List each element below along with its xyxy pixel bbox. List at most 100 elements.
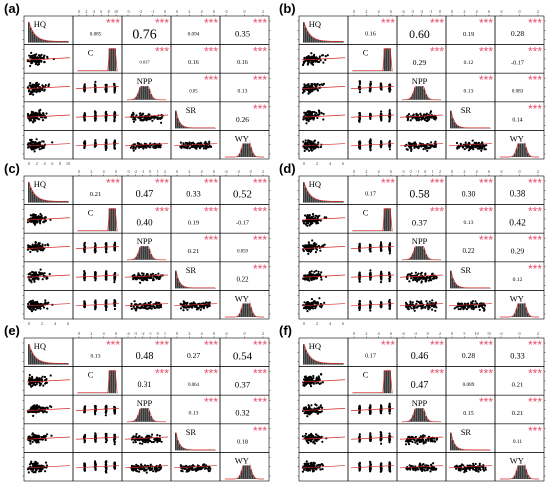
significance-stars: ***: [479, 233, 493, 247]
top-tick-label: 1: [157, 169, 159, 174]
scatter-point: [153, 306, 156, 309]
scatter-point: [189, 305, 192, 308]
scatter-point: [37, 145, 41, 148]
histogram-bar: [421, 82, 424, 100]
scatter-point: [314, 60, 317, 63]
scatter-point: [83, 146, 86, 149]
scatter-point: [26, 143, 29, 146]
scatter-point: [426, 149, 429, 152]
scatter-point: [31, 113, 34, 116]
histogram-bar: [139, 87, 141, 100]
scatter-point: [186, 142, 189, 145]
cell-C-SR: 0.064***: [170, 366, 221, 396]
cell-WY-C: [347, 290, 398, 320]
scatter-point: [471, 139, 474, 142]
top-tick-label: 4: [476, 169, 478, 174]
cell-C-NPP: 0.037***: [121, 44, 172, 74]
histogram-bar: [312, 37, 314, 43]
scatter-point: [318, 297, 321, 300]
fit-line: [301, 86, 346, 89]
scatter-point: [31, 410, 34, 413]
scatter-point: [411, 117, 414, 120]
scatter-point: [208, 304, 211, 307]
scatter-point: [146, 279, 149, 282]
top-tick-label: 0: [78, 9, 80, 14]
scatter-point: [139, 281, 142, 284]
significance-stars: ***: [155, 16, 169, 30]
scatter-point: [322, 118, 325, 121]
significance-stars: ***: [253, 45, 267, 59]
significance-stars: ***: [155, 338, 169, 352]
cell-HQ-NPP: 0.48***: [121, 337, 172, 367]
scatter-point: [159, 117, 162, 120]
top-tick-label: 2: [188, 9, 190, 14]
panel-label: (a): [4, 1, 20, 16]
scatter-point: [471, 305, 474, 308]
scatter-point: [200, 306, 203, 309]
scatter-point: [151, 119, 154, 122]
scatter-point: [316, 116, 319, 120]
scatter-point: [29, 64, 32, 68]
scatter-point: [179, 141, 182, 144]
scatter-point: [159, 275, 162, 278]
scatter-point: [417, 145, 420, 148]
variable-label: WY: [510, 133, 524, 143]
top-tick-label: -2: [409, 169, 412, 174]
top-tick-label: -1: [416, 169, 419, 174]
bottom-tick-label: 6: [342, 321, 344, 326]
correlation-value: 0.22: [236, 277, 249, 284]
scatter-point: [205, 301, 208, 304]
scatter-point: [190, 142, 193, 145]
scatter-point: [414, 271, 417, 274]
scatter-point: [303, 301, 306, 304]
histogram-bar: [65, 41, 67, 43]
scatter-point: [41, 278, 44, 281]
scatter-point: [43, 88, 46, 91]
histogram-bar: [310, 196, 313, 203]
scatter-point: [309, 111, 312, 114]
cell-C-C: C: [72, 366, 123, 396]
scatter-point: [306, 214, 309, 217]
scatter-point: [31, 143, 34, 146]
scatter-point: [311, 83, 314, 86]
scatter-point: [379, 281, 383, 284]
scatter-point: [428, 300, 431, 303]
variable-label: WY: [510, 293, 524, 303]
scatter-point: [113, 119, 116, 122]
top-tick-label: -2: [134, 169, 137, 174]
scatter-point: [424, 273, 427, 276]
correlation-value: 0.12: [513, 277, 523, 283]
top-tick-label: 6: [390, 9, 392, 14]
histogram-bar: [385, 48, 388, 72]
scatter-point: [83, 272, 86, 275]
histogram-bar: [415, 81, 418, 100]
histogram-bar: [63, 41, 66, 43]
cell-frame: [219, 130, 270, 160]
scatter-point: [422, 148, 425, 151]
scatter-point: [94, 306, 97, 309]
scatter-point: [33, 273, 37, 276]
scatter-point: [428, 306, 431, 309]
scatter-point: [358, 82, 361, 86]
histogram-bar: [144, 78, 147, 100]
significance-stars: ***: [204, 205, 218, 219]
histogram-bar: [33, 194, 36, 203]
correlation-value: 0.40: [136, 217, 152, 227]
scatter-point: [418, 278, 421, 281]
scatter-point: [35, 138, 38, 141]
scatter-point: [40, 378, 43, 381]
histogram-bar: [31, 353, 34, 365]
scatter-point: [388, 307, 391, 310]
scatter-point: [43, 60, 46, 64]
histogram-bar: [41, 39, 43, 43]
scatter-point: [37, 63, 41, 66]
top-tick-label: 2: [365, 169, 367, 174]
scatter-point: [39, 382, 43, 385]
scatter-point: [37, 59, 40, 63]
top-tick-label: 2: [188, 331, 190, 336]
scatter-point: [113, 144, 116, 147]
scatter-point: [388, 280, 391, 283]
cell-NPP-HQ: [298, 232, 349, 263]
fit-line: [26, 114, 71, 118]
scatter-point: [308, 224, 311, 227]
